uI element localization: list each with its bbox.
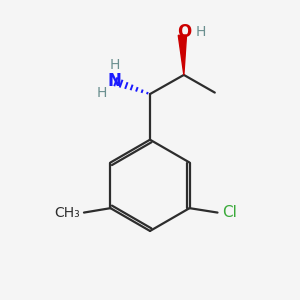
Text: N: N bbox=[108, 72, 122, 90]
Text: Cl: Cl bbox=[222, 205, 237, 220]
Text: H: H bbox=[96, 86, 106, 100]
Text: H: H bbox=[196, 25, 206, 39]
Text: CH₃: CH₃ bbox=[55, 206, 80, 220]
Text: H: H bbox=[110, 58, 120, 72]
Polygon shape bbox=[178, 35, 187, 75]
Text: O: O bbox=[177, 23, 191, 41]
